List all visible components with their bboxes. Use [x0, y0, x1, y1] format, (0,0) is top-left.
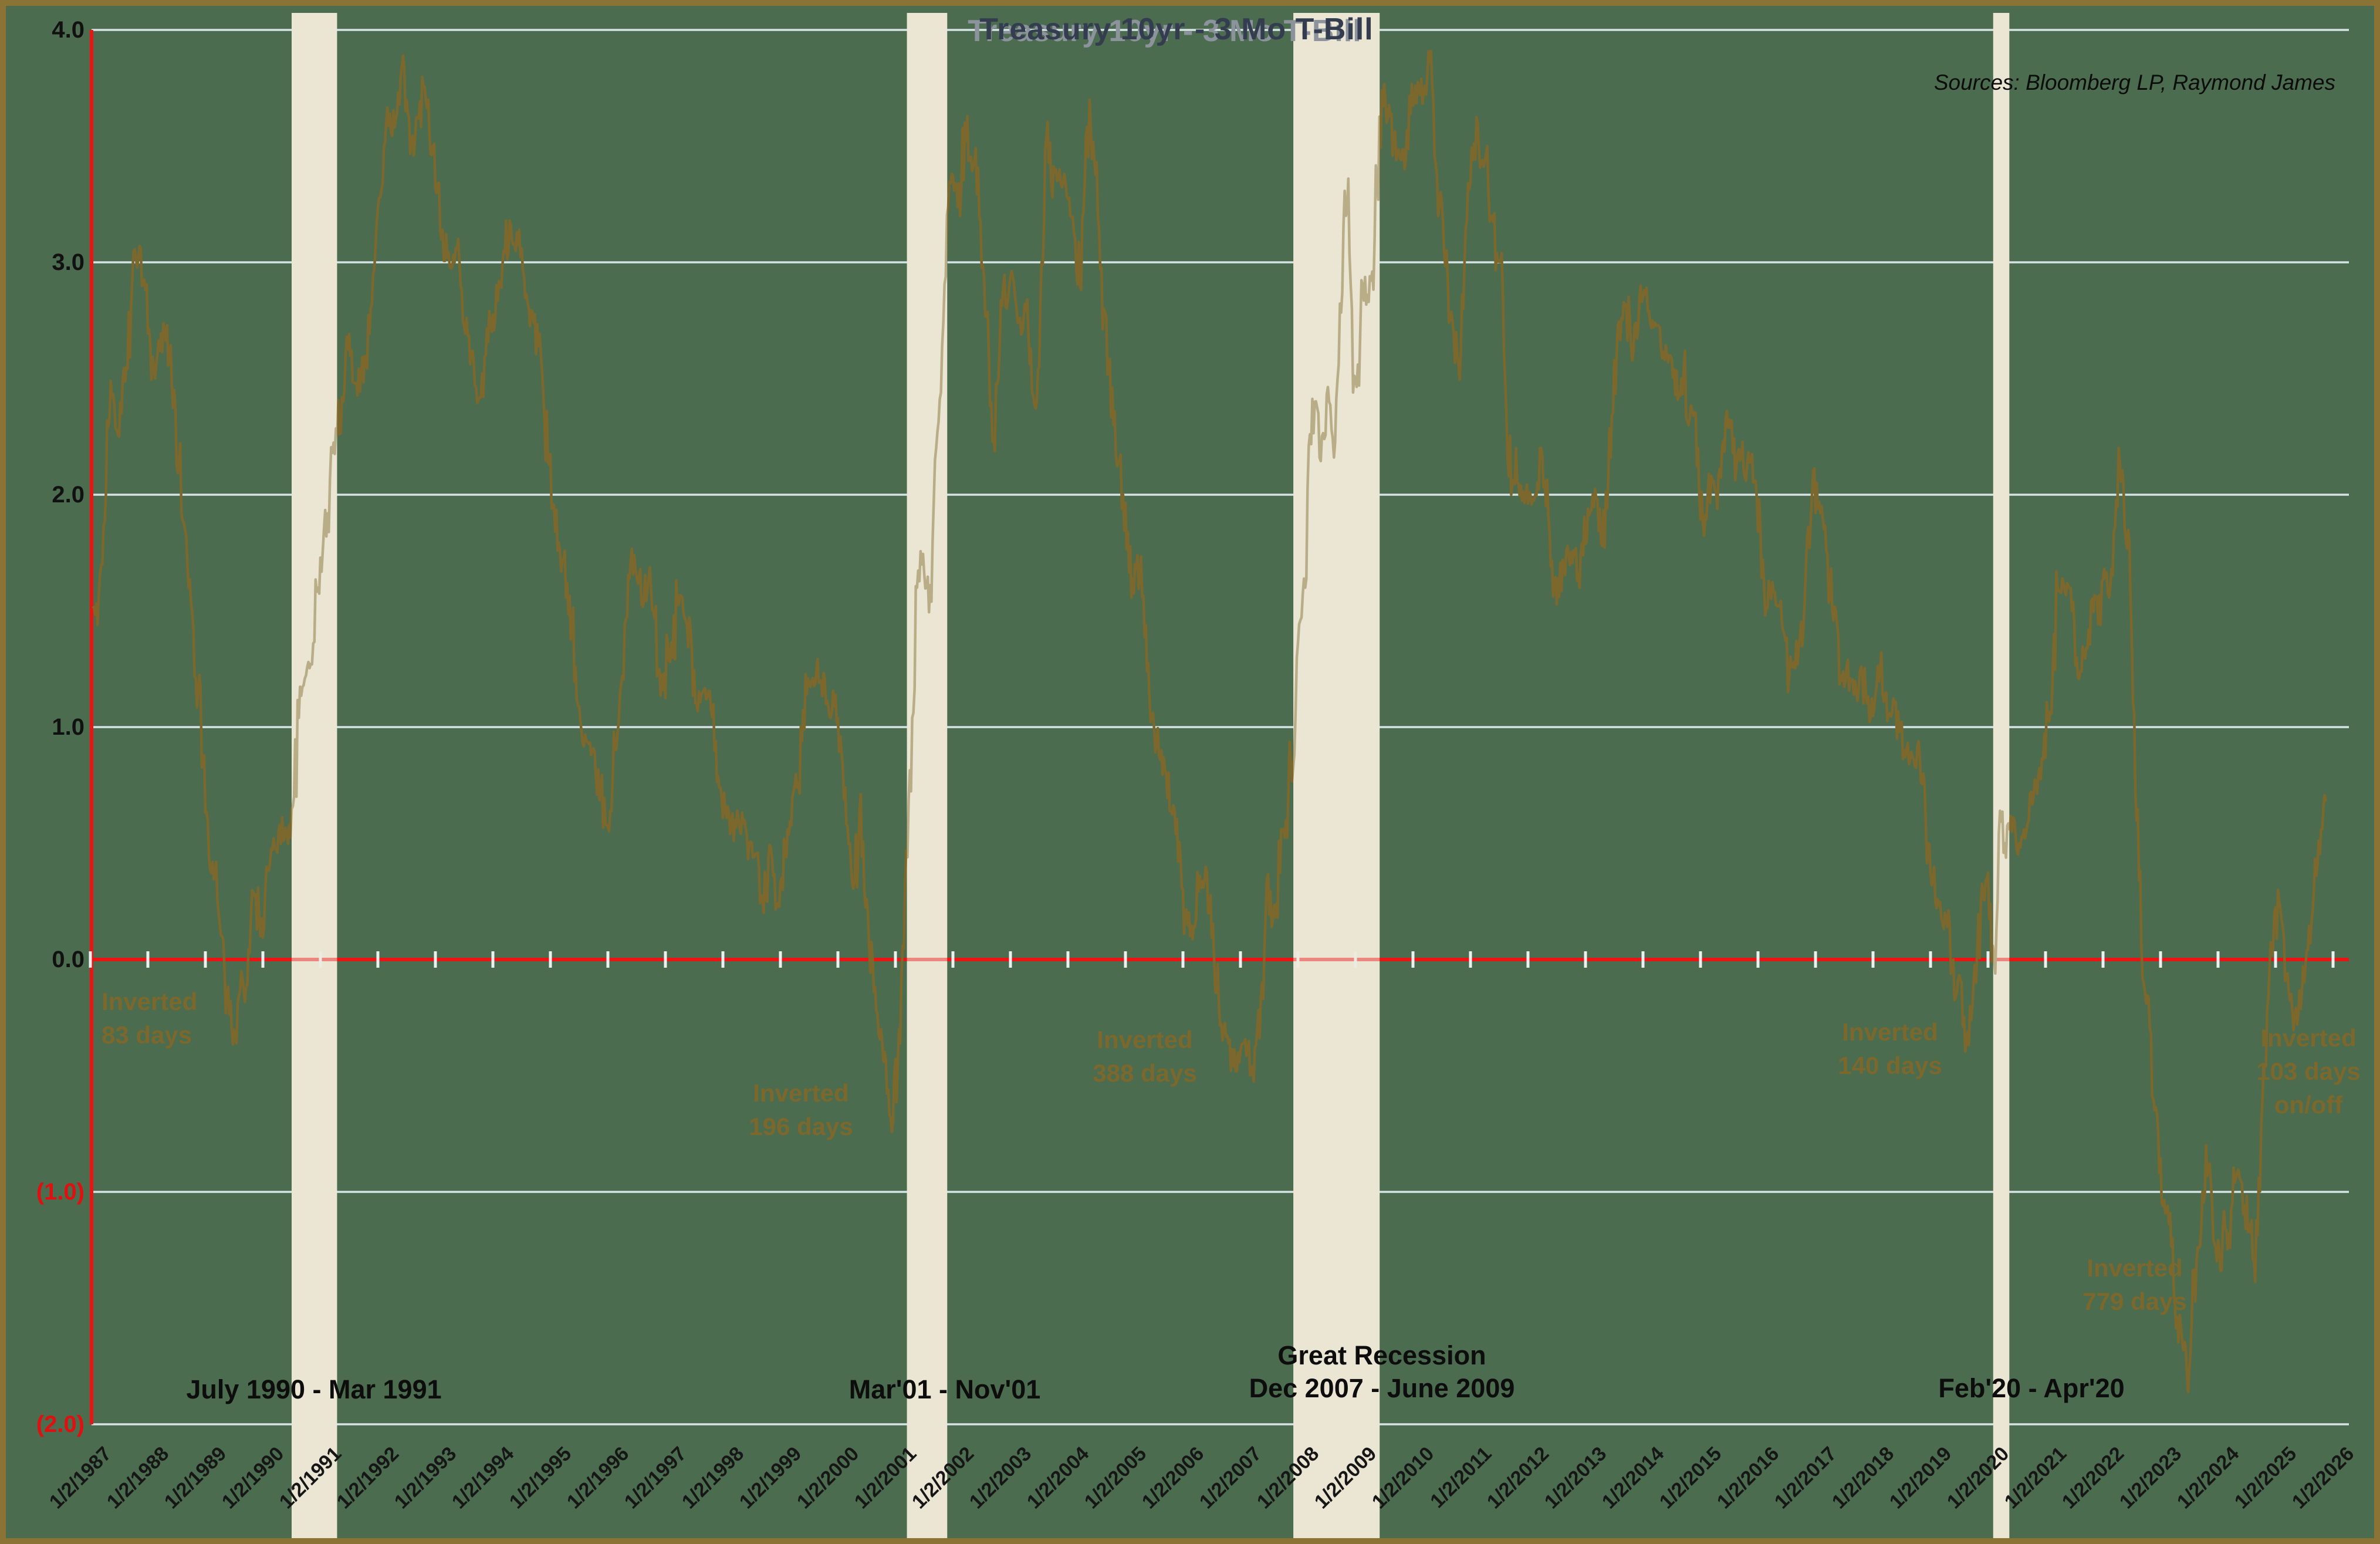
recession-caption-2: Great Recession Dec 2007 - June 2009	[1249, 1339, 1515, 1405]
recession-caption-3: Feb'20 - Apr'20	[1938, 1372, 2124, 1405]
recession-caption-line: Dec 2007 - June 2009	[1249, 1373, 1515, 1403]
recession-caption-line: Feb'20 - Apr'20	[1938, 1373, 2125, 1403]
inversion-annotation-3: Inverted 140 days	[1838, 1015, 1942, 1082]
recession-captions-layer: July 1990 - Mar 1991 Mar'01 - Nov'01 Great…	[6, 6, 2374, 1538]
inversion-annotation-line: on/off	[2274, 1091, 2343, 1119]
source-note: Sources: Bloomberg LP, Raymond James	[1933, 70, 2335, 94]
inversion-annotation-line: Inverted	[2260, 1024, 2357, 1052]
y-axis-label: 0.0	[52, 947, 84, 972]
axis-labels-layer: 4.0 3.0 2.0 1.0 0.0 (1.0) (2.0) 1/2/1987 1/2/198…	[6, 6, 2374, 1538]
recession-caption-line: Great Recession	[1277, 1340, 1486, 1370]
y-axis-label: (2.0)	[36, 1411, 84, 1437]
inversion-annotation-line: 779 days	[2082, 1288, 2187, 1315]
inversion-annotation-4: Inverted 779 days	[2082, 1251, 2186, 1318]
inversion-annotation-line: Inverted	[753, 1079, 849, 1107]
inversion-annotation-line: 83 days	[102, 1021, 192, 1049]
inversion-annotation-0: Inverted 83 days	[102, 985, 197, 1052]
inversion-annotation-line: Inverted	[102, 988, 198, 1015]
recession-caption-line: Mar'01 - Nov'01	[848, 1374, 1041, 1404]
inversion-annotation-1: Inverted 196 days	[749, 1076, 853, 1143]
inversion-annotation-line: 196 days	[749, 1113, 853, 1140]
inversion-annotation-line: Inverted	[2087, 1254, 2183, 1282]
y-axis-label: 3.0	[52, 249, 84, 275]
inversion-annotations-layer: Inverted 83 days Inverted 196 days Inverted 3…	[6, 6, 2374, 1538]
recession-caption-1: Mar'01 - Nov'01	[849, 1373, 1041, 1406]
inversion-annotation-line: 103 days	[2256, 1058, 2361, 1085]
recession-caption-0: July 1990 - Mar 1991	[186, 1373, 441, 1406]
inversion-annotation-line: 388 days	[1093, 1059, 1197, 1087]
y-axis-label: 2.0	[52, 482, 84, 508]
y-axis-label: 4.0	[52, 17, 84, 43]
inversion-annotation-line: Inverted	[1097, 1026, 1193, 1053]
recession-caption-line: July 1990 - Mar 1991	[186, 1374, 442, 1404]
inversion-annotation-line: Inverted	[1842, 1018, 1938, 1046]
y-axis-label: 1.0	[52, 714, 84, 740]
inversion-annotation-5: Inverted 103 days on/off	[2256, 1021, 2360, 1121]
inversion-annotation-line: 140 days	[1838, 1052, 1942, 1079]
chart-title: Treasury 10yr - 3 Mo T-Bill	[979, 12, 1374, 46]
inversion-annotation-2: Inverted 388 days	[1093, 1023, 1196, 1090]
y-axis-label: (1.0)	[36, 1179, 84, 1205]
